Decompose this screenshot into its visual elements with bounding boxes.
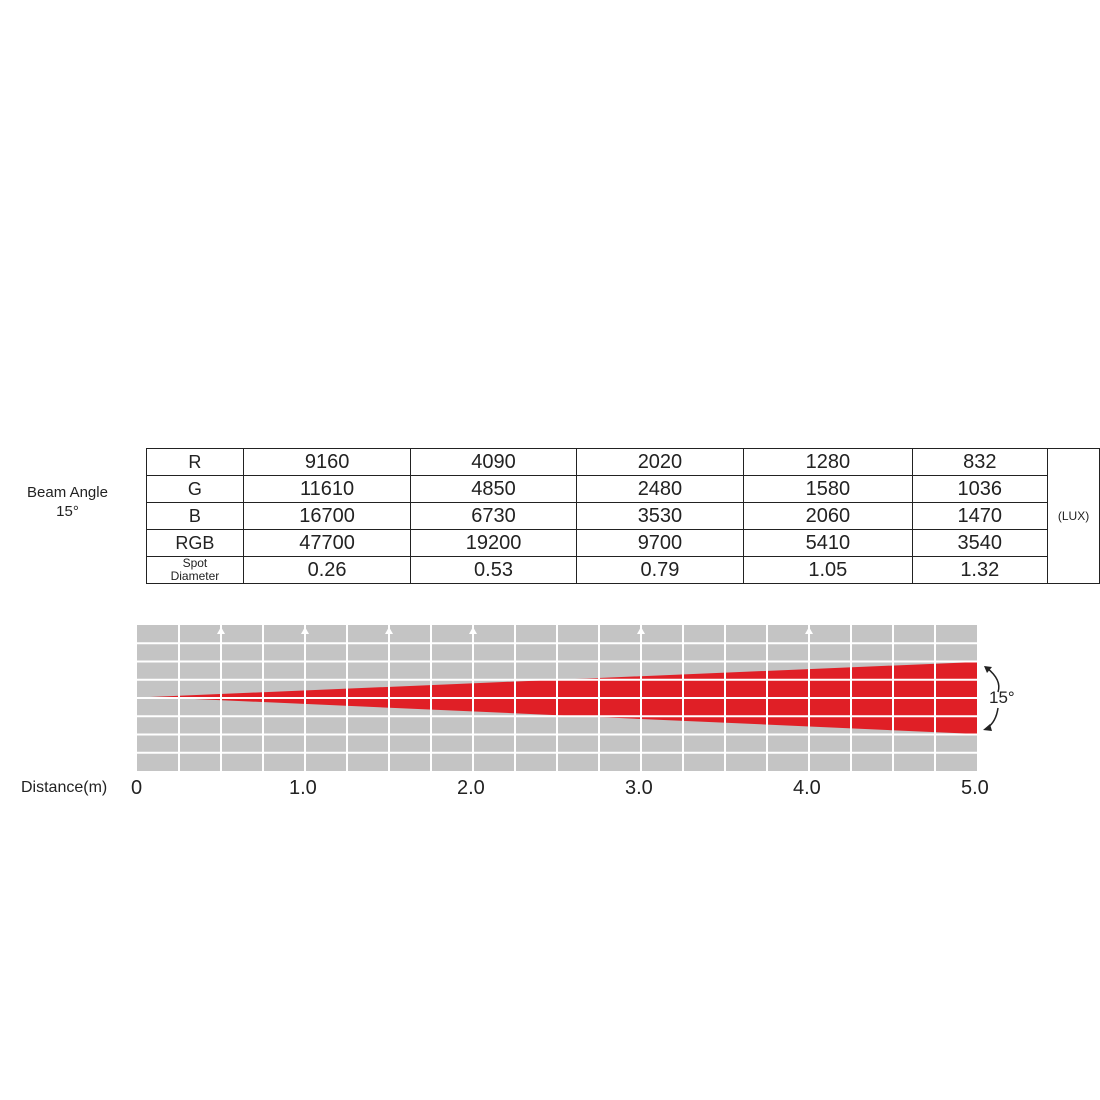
tick-label: 1.0: [289, 777, 317, 799]
table-cell: 832: [911, 448, 1049, 476]
table-cell: 1.32: [911, 556, 1049, 584]
row-label: Spot Diameter: [146, 556, 244, 584]
tick-label: 5.0: [961, 777, 989, 799]
table-cell: 1280: [743, 448, 913, 476]
tick-label: 4.0: [793, 777, 821, 799]
arrow-up-icon: [469, 627, 477, 634]
arrow-head-icon: [983, 724, 992, 731]
table-row: R 9160 4090 2020 1280 832 (LUX): [146, 448, 1100, 584]
angle-label: 15°: [989, 688, 1015, 707]
beam-angle-title: Beam Angle: [27, 484, 108, 501]
table-cell: 2020: [575, 448, 745, 476]
unit-label: (LUX): [1047, 448, 1100, 584]
angle-arc-bottom: [986, 707, 999, 729]
beam-angle-value: 15°: [56, 503, 79, 520]
table-cell: 2060: [743, 502, 913, 530]
table-cell: 9700: [575, 529, 745, 557]
table-cell: 1036: [911, 475, 1049, 503]
table-row: B 16700 6730 3530 2060 1470: [146, 502, 1100, 530]
row-label: G: [146, 475, 244, 503]
arrow-up-icon: [385, 627, 393, 634]
arrow-up-icon: [805, 627, 813, 634]
distance-label: Distance(m): [21, 779, 108, 796]
table-cell: 4850: [410, 475, 577, 503]
arrow-head-icon: [984, 666, 992, 673]
table-cell: 6730: [410, 502, 577, 530]
table-cell: 19200: [410, 529, 577, 557]
arrow-up-icon: [217, 627, 225, 634]
tick-label: 3.0: [625, 777, 653, 799]
table-cell: 1.05: [743, 556, 913, 584]
tick-label: 0: [131, 777, 143, 799]
table-cell: 0.79: [575, 556, 745, 584]
table-row: RGB 47700 19200 9700 5410 3540: [146, 529, 1100, 557]
tick-label: 2.0: [457, 777, 485, 799]
arrow-up-icon: [301, 627, 309, 634]
table-cell: 47700: [242, 529, 412, 557]
row-label: RGB: [146, 529, 244, 557]
lux-table: R 9160 4090 2020 1280 832 (LUX) G 11610 4850 2480 1…: [146, 448, 1100, 584]
table-row: Spot Diameter 0.26 0.53 0.79 1.05 1.32: [146, 556, 1100, 584]
beam-angle-label: Beam Angle 15°: [10, 483, 125, 521]
arrow-up-icon: [637, 627, 645, 634]
table-cell: 3540: [911, 529, 1049, 557]
table-cell: 0.53: [410, 556, 577, 584]
